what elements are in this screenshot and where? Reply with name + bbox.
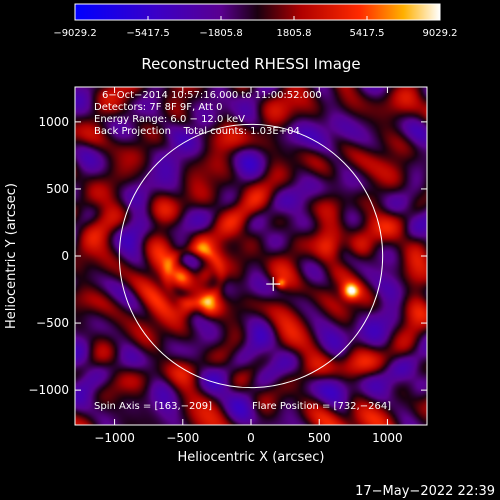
x-tick-label: 1000: [372, 431, 403, 445]
annotation-energy: Energy Range: 6.0 − 12.0 keV: [94, 114, 245, 125]
x-tick-label: −1000: [94, 431, 135, 445]
flare-position-label: Flare Position = [732,−264]: [252, 401, 391, 412]
x-tick-label: 0: [247, 431, 255, 445]
y-tick-label: 500: [46, 182, 69, 196]
x-tick-label: 500: [308, 431, 331, 445]
footer-date: 17−May−2022 22:39: [355, 484, 495, 499]
y-tick-label: −1000: [28, 383, 69, 397]
y-tick-label: −500: [36, 316, 69, 330]
colorbar-tick-label: 9029.2: [423, 28, 458, 39]
colorbar-ticks: −9029.2 −5417.5 −1805.8 1805.8 5417.5 9029.2: [53, 16, 458, 39]
solar-limb-circle: [118, 123, 384, 389]
colorbar: [74, 3, 441, 21]
y-axis-label: Heliocentric Y (arcsec): [4, 183, 19, 329]
colorbar-tick-label: −9029.2: [53, 28, 96, 39]
y-tick-label: 0: [61, 249, 69, 263]
colorbar-tick-label: −5417.5: [126, 28, 169, 39]
annotation-time: 6−Oct−2014 10:57:16.000 to 11:00:52.000: [102, 90, 322, 101]
axis-ticks: −1000 −500 0 500 1000 −1000 −500 0 500 1000: [28, 87, 427, 445]
x-tick-label: −500: [166, 431, 199, 445]
annotation-method: Back Projection Total counts: 1.03E+04: [94, 126, 300, 137]
spin-axis-label: Spin Axis = [163,−209]: [94, 401, 212, 412]
annotation-detectors: Detectors: 7F 8F 9F, Att 0: [94, 102, 222, 113]
spin-axis-marker: [266, 277, 281, 292]
chart-title: Reconstructed RHESSI Image: [141, 55, 360, 73]
colorbar-tick-label: 5417.5: [349, 28, 384, 39]
x-axis-label: Heliocentric X (arcsec): [178, 450, 325, 465]
colorbar-tick-label: −1805.8: [199, 28, 242, 39]
colorbar-tick-label: 1805.8: [276, 28, 311, 39]
y-tick-label: 1000: [38, 115, 69, 129]
heatmap-image: [75, 87, 427, 425]
